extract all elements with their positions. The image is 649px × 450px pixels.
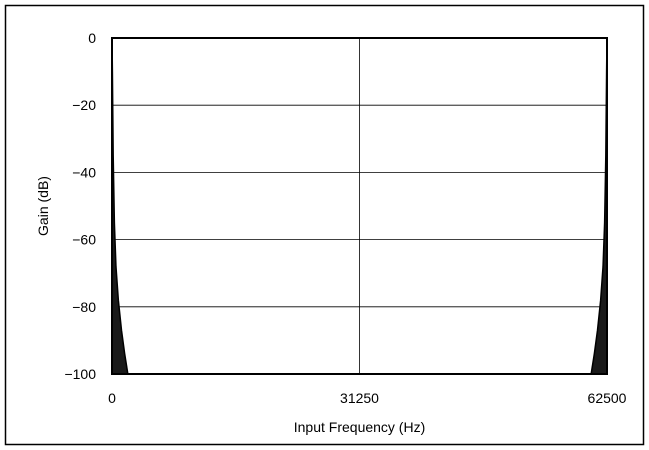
- grid: [112, 38, 607, 374]
- y-tick-label: −40: [72, 164, 96, 180]
- x-tick-label: 62500: [588, 390, 627, 406]
- series-2-fill: [591, 38, 607, 374]
- y-tick-labels: 0 −20 −40 −60 −80 −100: [64, 30, 96, 382]
- y-tick-label: −60: [72, 232, 96, 248]
- plot-area-frame: [111, 37, 608, 375]
- x-axis-label: Input Frequency (Hz): [294, 419, 426, 435]
- x-tick-label: 31250: [340, 390, 379, 406]
- y-tick-label: 0: [88, 30, 96, 46]
- x-tick-label: 0: [108, 390, 116, 406]
- x-tick-labels: 0 31250 62500: [108, 390, 627, 406]
- figure-border: [4, 4, 645, 446]
- y-tick-label: −100: [64, 366, 96, 382]
- y-axis-label: Gain (dB): [35, 176, 51, 236]
- y-tick-label: −80: [72, 299, 96, 315]
- y-tick-label: −20: [72, 97, 96, 113]
- series-1-fill: [112, 38, 128, 374]
